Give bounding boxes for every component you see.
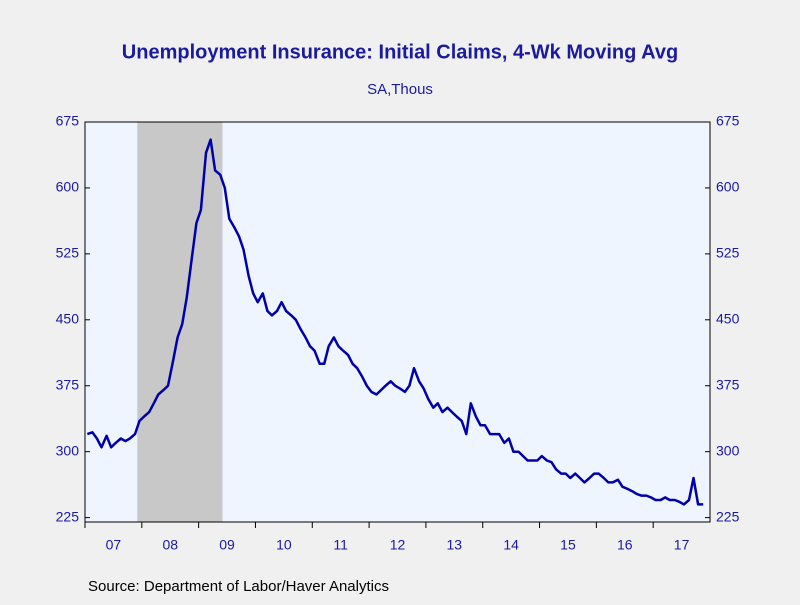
y2-tick-label: 525 (716, 245, 740, 261)
y2-tick-label: 300 (716, 442, 740, 458)
x-tick-label: 12 (390, 537, 406, 553)
y2-tick-label: 450 (716, 311, 740, 327)
y-tick-label: 450 (56, 311, 80, 327)
y-tick-label: 600 (56, 179, 80, 195)
recession-band (137, 122, 223, 522)
line-series (86, 138, 704, 506)
y2-tick-label: 225 (716, 508, 740, 524)
x-tick-label: 16 (617, 537, 633, 553)
x-tick-label: 08 (162, 537, 178, 553)
y-tick-label: 675 (56, 113, 80, 129)
y2-tick-label: 675 (716, 113, 740, 129)
plot-frame (84, 121, 711, 523)
x-tick-label: 14 (503, 537, 519, 553)
x-tick-label: 13 (447, 537, 463, 553)
y2-tick-label: 375 (716, 376, 740, 392)
y-tick-label: 525 (56, 245, 80, 261)
y-tick-label: 300 (56, 442, 80, 458)
plot (86, 122, 704, 522)
x-tick-label: 07 (106, 537, 122, 553)
x-tick-label: 15 (560, 537, 576, 553)
source: Source: Department of Labor/Haver Analyt… (88, 578, 389, 595)
x-tick-label: 11 (333, 537, 348, 553)
x-tick-label: 17 (674, 537, 690, 553)
y-tick-label: 225 (56, 508, 80, 524)
y-tick-label: 375 (56, 376, 80, 392)
y2-tick-label: 600 (716, 179, 740, 195)
x-tick-label: 09 (219, 537, 235, 553)
chart-subtitle: SA,Thous (367, 81, 433, 98)
x-tick-label: 10 (276, 537, 292, 553)
chart-title: Unemployment Insurance: Initial Claims, … (122, 41, 678, 63)
